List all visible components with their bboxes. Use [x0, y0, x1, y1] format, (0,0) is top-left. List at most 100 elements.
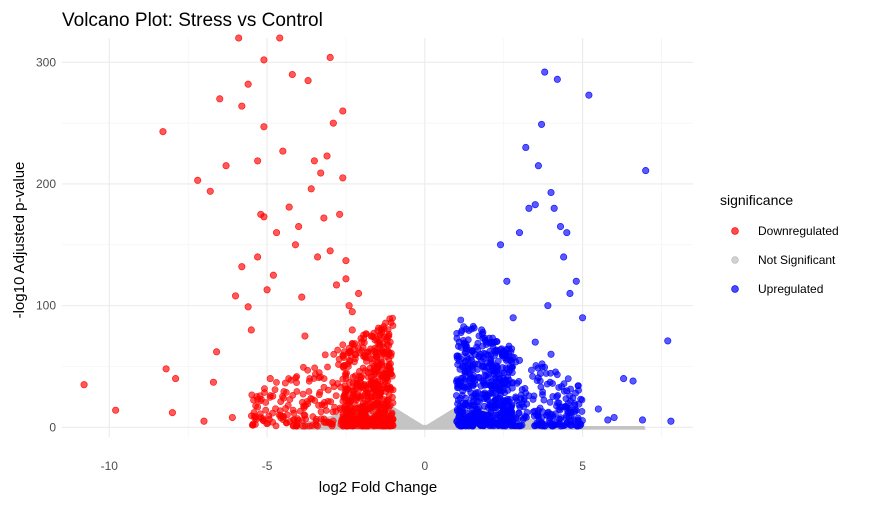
legend-key — [731, 256, 739, 264]
upregulated-point — [667, 417, 675, 425]
downregulated-point — [389, 386, 397, 394]
chart-title: Volcano Plot: Stress vs Control — [62, 10, 323, 31]
upregulated-point — [515, 356, 524, 364]
downregulated-point — [320, 383, 328, 391]
downregulated-point — [321, 351, 329, 359]
downregulated-point — [330, 350, 338, 358]
downregulated-point — [385, 341, 393, 349]
upregulated-point — [484, 362, 492, 370]
upregulated-point — [539, 388, 547, 396]
legend-entries: Downregulated Not Significant Upregulated — [731, 224, 839, 296]
upregulated-point — [454, 396, 462, 404]
downregulated-point — [311, 364, 319, 372]
downregulated-point — [345, 398, 352, 405]
downregulated-point — [301, 422, 309, 430]
legend-label: Upregulated — [758, 282, 823, 296]
downregulated-point — [290, 409, 298, 417]
upregulated-point — [456, 422, 464, 430]
upregulated-point — [475, 374, 483, 381]
y-tick-label: 0 — [49, 420, 56, 434]
upregulated-point — [459, 404, 466, 412]
y-axis-ticks: 0 100 200 300 — [36, 55, 56, 434]
upregulated-point — [566, 409, 574, 417]
upregulated-point — [576, 420, 584, 427]
downregulated-point — [380, 325, 388, 333]
upregulated-point — [515, 378, 523, 385]
downregulated-point — [370, 384, 378, 392]
upregulated-point — [546, 398, 554, 406]
downregulated-point — [209, 378, 217, 386]
upregulated-point — [455, 411, 464, 419]
upregulated-point — [555, 399, 563, 407]
upregulated-point — [468, 380, 475, 387]
downregulated-point — [304, 400, 312, 408]
upregulated-point — [546, 378, 554, 386]
upregulated-point — [482, 372, 490, 380]
downregulated-point — [279, 412, 287, 420]
upregulated-point — [563, 229, 571, 237]
upregulated-point — [529, 396, 537, 403]
upregulated-point — [572, 277, 580, 285]
downregulated-point — [266, 393, 274, 401]
upregulated-point — [459, 387, 467, 395]
downregulated-point — [329, 119, 337, 127]
downregulated-point — [348, 326, 356, 334]
downregulated-point — [293, 422, 301, 430]
y-tick-label: 100 — [36, 299, 56, 313]
downregulated-point — [350, 408, 358, 416]
downregulated-point — [200, 417, 208, 425]
upregulated-point — [492, 379, 500, 387]
upregulated-point — [541, 68, 549, 76]
downregulated-point — [369, 418, 376, 426]
upregulated-point — [529, 372, 536, 380]
downregulated-point — [359, 418, 367, 426]
upregulated-point — [566, 289, 574, 298]
downregulated-point — [238, 263, 246, 271]
downregulated-point — [159, 128, 167, 136]
upregulated-point — [481, 402, 488, 410]
downregulated-point — [272, 405, 279, 413]
upregulated-point — [474, 389, 482, 396]
upregulated-point — [552, 368, 559, 376]
upregulated-point — [556, 223, 565, 231]
downregulated-point — [292, 374, 300, 382]
upregulated-point — [574, 382, 582, 390]
downregulated-point — [238, 102, 246, 110]
downregulated-point — [307, 394, 315, 402]
upregulated-point — [496, 387, 504, 394]
upregulated-point — [546, 414, 554, 422]
upregulated-point — [461, 369, 469, 377]
upregulated-point — [642, 167, 650, 175]
downregulated-point — [213, 348, 221, 356]
downregulated-point — [326, 247, 334, 255]
upregulated-point — [563, 387, 571, 395]
downregulated-point — [384, 348, 391, 356]
downregulated-point — [371, 412, 379, 420]
upregulated-point — [501, 405, 509, 412]
upregulated-point — [481, 389, 489, 397]
x-axis-title: log2 Fold Change — [319, 479, 437, 496]
downregulated-point — [339, 107, 347, 115]
downregulated-point — [320, 415, 328, 423]
upregulated-point — [534, 364, 542, 372]
downregulated-point — [383, 396, 391, 405]
downregulated-point — [385, 330, 393, 338]
downregulated-point — [376, 421, 384, 428]
x-tick-label: 0 — [421, 459, 428, 473]
upregulated-point — [502, 364, 510, 372]
downregulated-point — [248, 391, 256, 399]
downregulated-point — [304, 77, 312, 85]
upregulated-point — [547, 188, 555, 197]
downregulated-point — [334, 346, 342, 354]
downregulated-point — [298, 293, 306, 301]
upregulated-point — [500, 375, 508, 383]
downregulated-point — [279, 392, 286, 400]
upregulated-point — [490, 370, 498, 378]
downregulated-point — [112, 406, 120, 414]
upregulated-point — [494, 357, 502, 365]
downregulated-point — [314, 422, 321, 430]
downregulated-point — [263, 420, 271, 428]
legend-entry: Not Significant — [731, 253, 836, 267]
upregulated-point — [470, 394, 478, 402]
downregulated-point — [326, 53, 334, 62]
